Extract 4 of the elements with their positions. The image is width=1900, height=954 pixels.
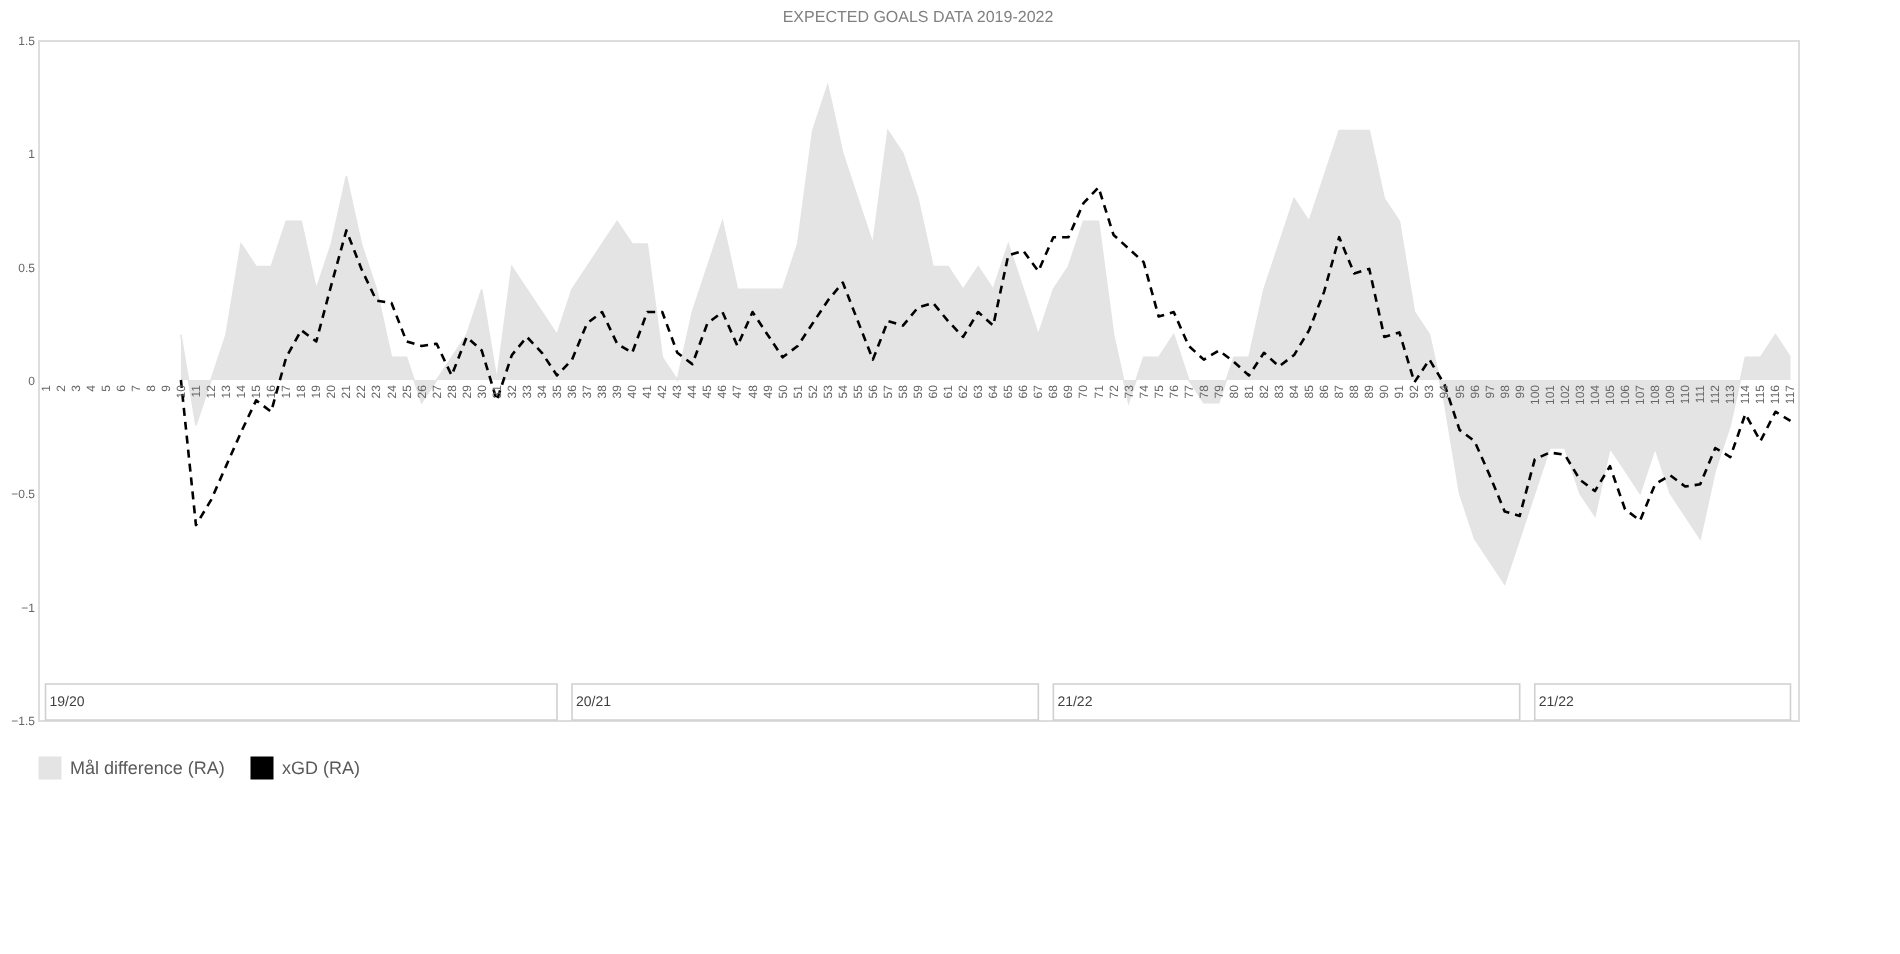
legend-label: xGD (RA): [282, 758, 360, 778]
legend-label: Mål difference (RA): [70, 758, 225, 778]
line-series: [179, 186, 1792, 527]
chart-title: EXPECTED GOALS DATA 2019-2022: [782, 8, 1055, 26]
